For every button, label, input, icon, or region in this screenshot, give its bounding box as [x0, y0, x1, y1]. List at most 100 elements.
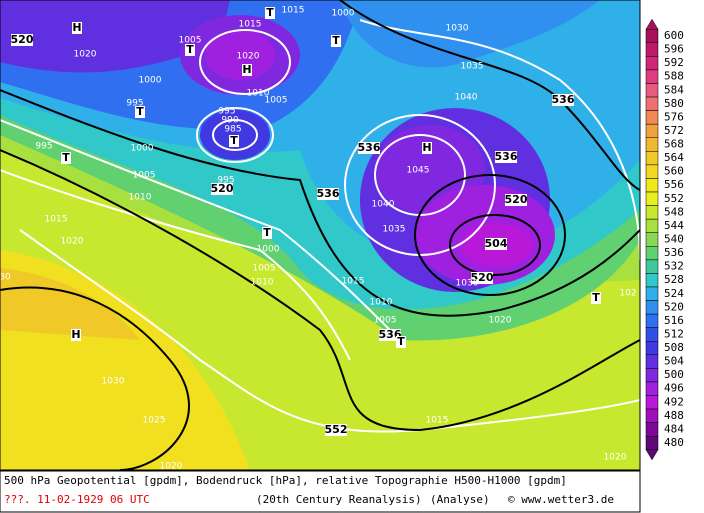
- legend-label: 584: [664, 83, 684, 96]
- legend-bottom-arrow: [645, 449, 659, 461]
- legend-label: 540: [664, 233, 684, 246]
- isobar-label: 995: [218, 107, 235, 117]
- center-label-bg: [262, 227, 272, 239]
- legend-label: 580: [664, 97, 684, 110]
- isobar-label: 1000: [257, 245, 280, 255]
- isobar-label: 1020: [160, 462, 183, 472]
- legend-label: 548: [664, 205, 684, 218]
- legend-swatch: [645, 96, 659, 111]
- legend-label: 504: [664, 355, 684, 368]
- legend-swatch: [645, 191, 659, 206]
- geopotential-label-bg: [211, 183, 233, 195]
- center-label-bg: [591, 292, 601, 304]
- legend-label: 536: [664, 246, 684, 259]
- footer-mode: (Analyse): [430, 493, 490, 506]
- legend-swatch: [645, 422, 659, 437]
- center-label-bg: [396, 336, 406, 348]
- center-label-bg: [185, 44, 195, 56]
- isobar-label: 990: [221, 116, 238, 126]
- isobar-label: 1010: [251, 278, 274, 288]
- legend-label: 592: [664, 56, 684, 69]
- geopotential-label: 520: [11, 33, 34, 46]
- legend-label: 484: [664, 422, 684, 435]
- legend-label: 596: [664, 43, 684, 56]
- geopotential-label-bg: [495, 151, 517, 163]
- geopotential-label-bg: [325, 424, 347, 436]
- legend-swatch: [645, 205, 659, 220]
- isobar-label: 995: [217, 176, 234, 186]
- legend-swatch: [645, 368, 659, 383]
- legend-label: 500: [664, 368, 684, 381]
- pressure-center: T: [332, 34, 340, 47]
- center-label-bg: [331, 35, 341, 47]
- isobar-label: 30: [0, 273, 11, 283]
- legend-swatch: [645, 151, 659, 166]
- legend-label: 552: [664, 192, 684, 205]
- geopotential-label: 536: [552, 93, 575, 106]
- legend-swatch: [645, 42, 659, 57]
- footer-description: 500 hPa Geopotential [gpdm], Bodendruck …: [4, 474, 567, 487]
- isobar-label: 1015: [282, 6, 305, 16]
- center-label-bg: [71, 329, 81, 341]
- legend-swatch: [645, 123, 659, 139]
- legend-label: 532: [664, 260, 684, 273]
- isobar-label: 1010: [370, 298, 393, 308]
- isobar-label: 995: [126, 99, 143, 109]
- legend-label: 520: [664, 300, 684, 313]
- geopotential-label: 552: [325, 423, 348, 436]
- legend-swatch: [645, 69, 659, 84]
- isobar-label: 1005: [265, 96, 288, 106]
- legend-label: 588: [664, 70, 684, 83]
- legend-swatch: [645, 164, 659, 179]
- legend-label: 560: [664, 165, 684, 178]
- isobar-label: 1035: [383, 225, 406, 235]
- isobar-label: 1030: [102, 377, 125, 387]
- isobar-label: 1015: [342, 277, 365, 287]
- center-label-bg: [135, 106, 145, 118]
- pressure-center: H: [72, 21, 81, 34]
- pressure-center: H: [242, 63, 251, 76]
- isobar-label: 995: [35, 142, 52, 152]
- legend-label: 564: [664, 151, 684, 164]
- legend-label: 572: [664, 124, 684, 137]
- isobar-label: 1020: [604, 453, 627, 463]
- legend-label: 524: [664, 287, 684, 300]
- isobar-label: 1020: [74, 50, 97, 60]
- isobar-label: 1015: [239, 20, 262, 30]
- geopotential-label: 536: [495, 150, 518, 163]
- legend-swatch: [645, 286, 659, 301]
- geopotential-label-bg: [11, 34, 33, 46]
- color-legend: 6005965925885845805765725685645605565525…: [645, 18, 684, 461]
- isobar-label: 1005: [253, 264, 276, 274]
- legend-swatch: [645, 395, 659, 410]
- legend-swatch: [645, 354, 659, 369]
- legend-label: 480: [664, 436, 684, 449]
- pressure-center: T: [136, 105, 144, 118]
- geopotential-label: 520: [471, 271, 494, 284]
- geopotential-label: 536: [358, 141, 381, 154]
- geopotential-label: 504: [485, 237, 508, 250]
- geopotential-label-bg: [485, 238, 507, 250]
- isobar-label: 985: [224, 125, 241, 135]
- center-label-bg: [61, 152, 71, 164]
- isobar-label: 1020: [489, 316, 512, 326]
- legend-label: 600: [664, 29, 684, 42]
- legend-swatch: [645, 300, 659, 315]
- pressure-center: T: [266, 6, 274, 19]
- geopotential-label-bg: [379, 329, 401, 341]
- pressure-center: H: [71, 328, 80, 341]
- legend-swatch: [645, 218, 659, 233]
- geopotential-label-bg: [505, 194, 527, 206]
- isobar-label: 1035: [461, 62, 484, 72]
- legend-label: 488: [664, 409, 684, 422]
- center-label-bg: [265, 7, 275, 19]
- legend-label: 492: [664, 395, 684, 408]
- pressure-center: T: [397, 335, 405, 348]
- legend-label: 528: [664, 273, 684, 286]
- legend-label: 512: [664, 327, 684, 340]
- isobar-label: 1045: [407, 166, 430, 176]
- isobar-label: 1000: [332, 9, 355, 19]
- isobar-label: 1015: [45, 215, 68, 225]
- pressure-center: T: [62, 151, 70, 164]
